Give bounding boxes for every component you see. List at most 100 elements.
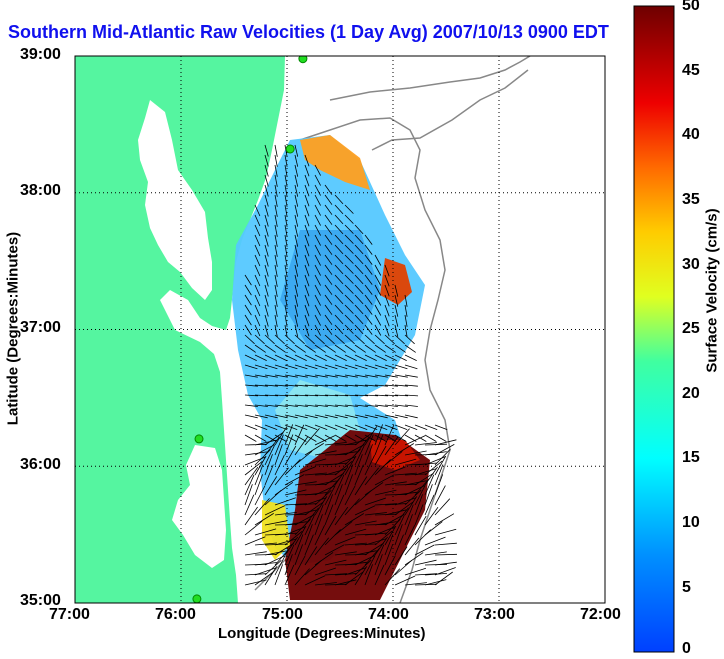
current-vector [374,324,382,336]
current-vector [254,374,268,378]
current-vector [374,334,385,345]
current-vector [304,154,310,167]
current-vector [274,454,285,476]
current-vector [314,404,328,407]
current-vector [314,582,337,586]
radar-station-marker [285,144,295,154]
current-vector [284,445,297,466]
current-vector [424,474,435,496]
current-vector [264,566,278,586]
current-vector [394,424,408,430]
current-vector [414,485,426,506]
velocity-patch [285,430,430,600]
current-vector [274,394,289,397]
current-vector [384,555,396,576]
current-vector [284,164,288,177]
current-vector [364,455,375,476]
current-vector [244,424,258,430]
current-vector [264,394,279,397]
current-vector [254,498,270,516]
current-vector [394,472,417,476]
current-vector [244,520,263,536]
current-vector [324,364,338,370]
current-vector [344,394,359,397]
current-vector [394,443,415,456]
current-vector [254,528,277,536]
current-vector [334,254,344,265]
current-vector [274,434,287,442]
current-vector [244,536,266,546]
current-vector [324,344,336,353]
current-vector [274,414,288,419]
current-vector [404,435,426,446]
current-vector [274,548,290,566]
current-vector [264,489,282,506]
current-vector [274,154,278,167]
current-vector [274,294,278,307]
current-vector [314,567,337,576]
current-vector [264,454,273,476]
current-vector [334,424,348,430]
current-vector [404,314,408,327]
y-tick-label: 39:00 [20,46,61,63]
current-vector [264,194,269,207]
current-vector [284,564,295,586]
current-vector [374,394,389,397]
x-tick-label: 75:00 [262,606,303,623]
current-vector [394,524,403,546]
current-vector [354,490,372,506]
current-vector [354,394,369,397]
current-vector [374,424,388,430]
current-vector [404,567,427,576]
current-vector [384,404,398,407]
current-vector [344,364,358,370]
current-vector [354,284,364,295]
current-vector [424,460,443,476]
current-vector [434,567,456,576]
current-vector [324,314,333,325]
current-vector [374,474,395,486]
current-vector [284,304,288,317]
colorbar-tick: 45 [682,62,700,79]
current-vector [434,434,447,442]
current-vector [244,304,252,316]
current-vector [404,414,418,419]
current-vector [334,304,344,315]
current-vector [334,536,356,546]
current-vector [294,384,308,387]
current-vector [324,494,333,516]
current-vector [374,414,388,419]
x-tick-label: 77:00 [49,606,90,623]
current-vector [314,294,321,306]
current-vector [324,485,336,506]
current-vector [244,274,252,286]
current-vector [394,294,399,307]
current-vector [294,414,308,419]
current-vector [314,435,336,446]
current-vector [294,534,304,556]
current-vector [424,536,446,546]
current-vector [314,224,321,236]
x-tick-label: 73:00 [474,606,515,623]
current-vector [304,560,322,576]
current-vector [304,414,318,419]
current-vector [274,194,278,207]
current-vector [434,498,451,516]
current-vector [334,204,344,215]
current-vector [324,324,333,335]
current-vector [294,544,303,566]
current-vector [374,404,388,407]
current-vector [254,567,276,576]
current-vector [264,164,269,177]
current-vector [364,284,373,295]
current-vector [304,284,310,297]
current-vector [244,344,256,353]
current-vector [264,154,269,167]
current-vector [374,354,387,361]
current-vector [284,544,295,566]
current-vector [344,244,354,254]
current-vector [364,434,374,456]
current-vector [294,344,306,353]
current-vector [314,537,330,556]
current-vector [304,514,315,536]
